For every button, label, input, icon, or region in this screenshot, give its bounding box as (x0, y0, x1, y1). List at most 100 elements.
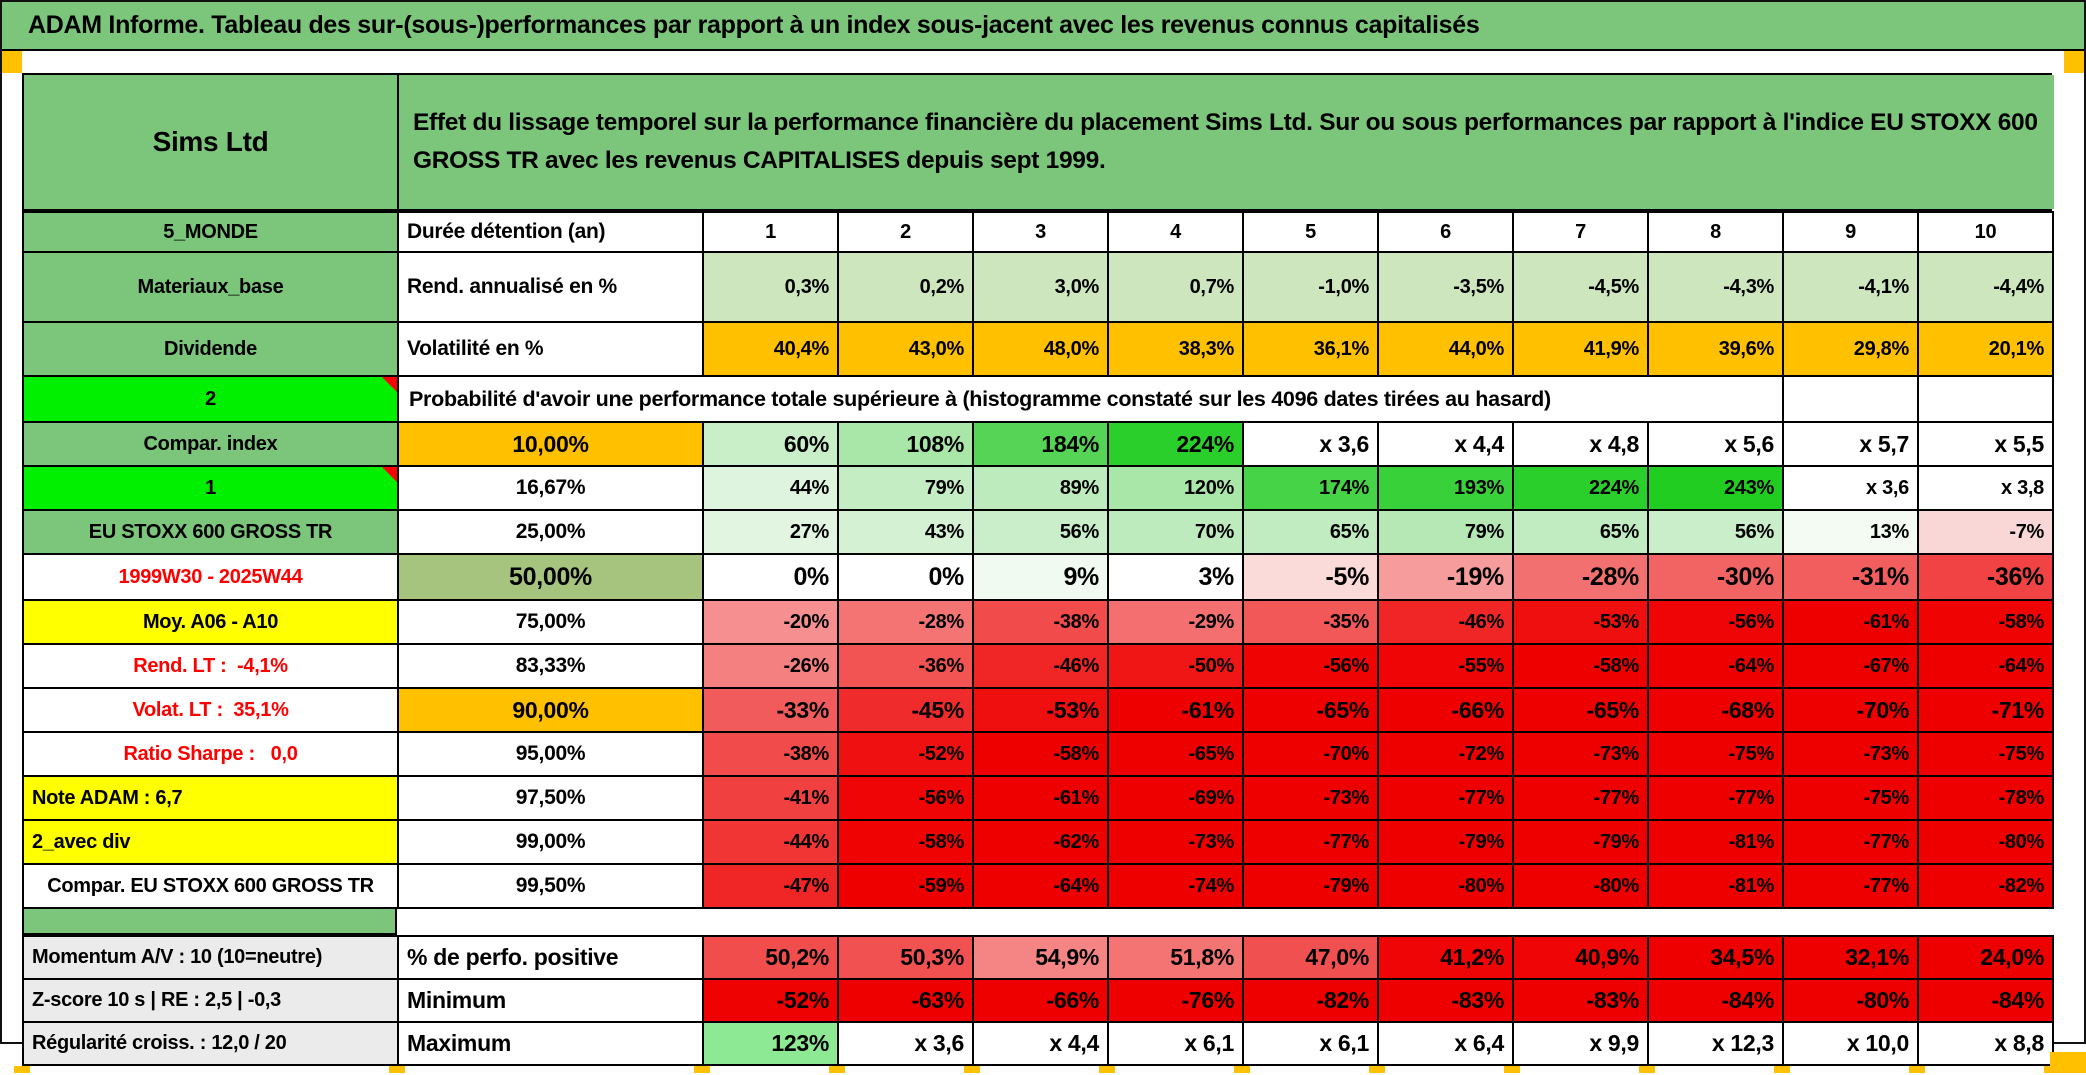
cell-volatility-col9[interactable]: 29,8% (1782, 321, 1919, 377)
cell-percentile-975-col6[interactable]: -77% (1377, 775, 1514, 821)
cell-duration-header-col1[interactable]: 1 (702, 211, 839, 253)
cell-percentile-25-col7[interactable]: 65% (1512, 509, 1649, 555)
cell-percentile-8333-col2[interactable]: -36% (837, 643, 974, 689)
cell-percentile-50-col3[interactable]: 9% (972, 553, 1109, 601)
row-sublabel-minimum[interactable]: Minimum (397, 978, 704, 1023)
row-label-percentile-995[interactable]: Compar. EU STOXX 600 GROSS TR (22, 863, 399, 909)
cell-percentile-995-col8[interactable]: -81% (1647, 863, 1784, 909)
cell-percentile-75-col10[interactable]: -58% (1917, 599, 2054, 645)
cell-percentile-50-col1[interactable]: 0% (702, 553, 839, 601)
cell-percentile-50-col9[interactable]: -31% (1782, 553, 1919, 601)
cell-empty[interactable] (1782, 375, 1919, 423)
row-label-percentile-50[interactable]: 1999W30 - 2025W44 (22, 553, 399, 601)
cell-percentile-75-col2[interactable]: -28% (837, 599, 974, 645)
cell-percentile-995-col1[interactable]: -47% (702, 863, 839, 909)
cell-percentile-1667-col7[interactable]: 224% (1512, 465, 1649, 511)
cell-percentile-975-col5[interactable]: -73% (1242, 775, 1379, 821)
cell-percentile-95-col3[interactable]: -58% (972, 731, 1109, 777)
cell-percentile-10-col8[interactable]: x 5,6 (1647, 421, 1784, 467)
cell-percentile-995-col10[interactable]: -82% (1917, 863, 2054, 909)
cell-percentile-8333-col6[interactable]: -55% (1377, 643, 1514, 689)
row-label-percentile-8333[interactable]: Rend. LT : -4,1% (22, 643, 399, 689)
cell-positive-perf-col7[interactable]: 40,9% (1512, 935, 1649, 980)
cell-percentile-8333-col7[interactable]: -58% (1512, 643, 1649, 689)
cell-positive-perf-col6[interactable]: 41,2% (1377, 935, 1514, 980)
cell-volatility-col1[interactable]: 40,4% (702, 321, 839, 377)
cell-duration-header-col2[interactable]: 2 (837, 211, 974, 253)
cell-percentile-25-col4[interactable]: 70% (1107, 509, 1244, 555)
cell-annualized-return-col7[interactable]: -4,5% (1512, 251, 1649, 323)
cell-percentile-99-col1[interactable]: -44% (702, 819, 839, 865)
row-sublabel-percentile-995[interactable]: 99,50% (397, 863, 704, 909)
cell-percentile-99-col6[interactable]: -79% (1377, 819, 1514, 865)
row-sublabel-percentile-975[interactable]: 97,50% (397, 775, 704, 821)
cell-percentile-95-col6[interactable]: -72% (1377, 731, 1514, 777)
cell-percentile-50-col2[interactable]: 0% (837, 553, 974, 601)
cell-percentile-10-col4[interactable]: 224% (1107, 421, 1244, 467)
cell-positive-perf-col8[interactable]: 34,5% (1647, 935, 1784, 980)
cell-percentile-90-col1[interactable]: -33% (702, 687, 839, 733)
cell-percentile-8333-col9[interactable]: -67% (1782, 643, 1919, 689)
row-label-percentile-10[interactable]: Compar. index (22, 421, 399, 467)
cell-percentile-25-col3[interactable]: 56% (972, 509, 1109, 555)
cell-percentile-1667-col2[interactable]: 79% (837, 465, 974, 511)
cell-percentile-50-col6[interactable]: -19% (1377, 553, 1514, 601)
cell-duration-header-col9[interactable]: 9 (1782, 211, 1919, 253)
row-label-volatility[interactable]: Dividende (22, 321, 399, 377)
cell-percentile-25-col10[interactable]: -7% (1917, 509, 2054, 555)
cell-percentile-95-col5[interactable]: -70% (1242, 731, 1379, 777)
cell-duration-header-col4[interactable]: 4 (1107, 211, 1244, 253)
cell-percentile-10-col1[interactable]: 60% (702, 421, 839, 467)
cell-annualized-return-col8[interactable]: -4,3% (1647, 251, 1784, 323)
cell-percentile-75-col3[interactable]: -38% (972, 599, 1109, 645)
cell-volatility-col6[interactable]: 44,0% (1377, 321, 1514, 377)
cell-volatility-col7[interactable]: 41,9% (1512, 321, 1649, 377)
separator-green-cell[interactable] (22, 909, 397, 935)
row-sublabel-percentile-75[interactable]: 75,00% (397, 599, 704, 645)
cell-positive-perf-col9[interactable]: 32,1% (1782, 935, 1919, 980)
cell-annualized-return-col5[interactable]: -1,0% (1242, 251, 1379, 323)
cell-percentile-50-col5[interactable]: -5% (1242, 553, 1379, 601)
cell-percentile-8333-col5[interactable]: -56% (1242, 643, 1379, 689)
cell-percentile-50-col10[interactable]: -36% (1917, 553, 2054, 601)
row-sublabel-percentile-25[interactable]: 25,00% (397, 509, 704, 555)
cell-minimum-col10[interactable]: -84% (1917, 978, 2054, 1023)
cell-minimum-col9[interactable]: -80% (1782, 978, 1919, 1023)
cell-percentile-75-col4[interactable]: -29% (1107, 599, 1244, 645)
row-sublabel-percentile-99[interactable]: 99,00% (397, 819, 704, 865)
cell-annualized-return-col4[interactable]: 0,7% (1107, 251, 1244, 323)
cell-duration-header-col8[interactable]: 8 (1647, 211, 1784, 253)
cell-percentile-10-col10[interactable]: x 5,5 (1917, 421, 2054, 467)
cell-percentile-995-col3[interactable]: -64% (972, 863, 1109, 909)
cell-percentile-1667-col1[interactable]: 44% (702, 465, 839, 511)
cell-volatility-col3[interactable]: 48,0% (972, 321, 1109, 377)
cell-percentile-1667-col9[interactable]: x 3,6 (1782, 465, 1919, 511)
cell-percentile-95-col9[interactable]: -73% (1782, 731, 1919, 777)
cell-empty[interactable] (1917, 375, 2054, 423)
cell-percentile-90-col9[interactable]: -70% (1782, 687, 1919, 733)
cell-percentile-975-col2[interactable]: -56% (837, 775, 974, 821)
cell-percentile-10-col3[interactable]: 184% (972, 421, 1109, 467)
cell-percentile-25-col1[interactable]: 27% (702, 509, 839, 555)
cell-percentile-99-col8[interactable]: -81% (1647, 819, 1784, 865)
cell-percentile-10-col2[interactable]: 108% (837, 421, 974, 467)
cell-percentile-95-col4[interactable]: -65% (1107, 731, 1244, 777)
cell-percentile-995-col7[interactable]: -80% (1512, 863, 1649, 909)
row-label-annualized-return[interactable]: Materiaux_base (22, 251, 399, 323)
cell-percentile-8333-col8[interactable]: -64% (1647, 643, 1784, 689)
cell-percentile-50-col4[interactable]: 3% (1107, 553, 1244, 601)
row-label-probability-note[interactable]: 2 (22, 375, 399, 423)
cell-percentile-50-col7[interactable]: -28% (1512, 553, 1649, 601)
cell-minimum-col1[interactable]: -52% (702, 978, 839, 1023)
cell-percentile-95-col2[interactable]: -52% (837, 731, 974, 777)
cell-percentile-10-col9[interactable]: x 5,7 (1782, 421, 1919, 467)
cell-minimum-col2[interactable]: -63% (837, 978, 974, 1023)
cell-minimum-col7[interactable]: -83% (1512, 978, 1649, 1023)
cell-positive-perf-col5[interactable]: 47,0% (1242, 935, 1379, 980)
cell-percentile-99-col4[interactable]: -73% (1107, 819, 1244, 865)
row-label-percentile-1667[interactable]: 1 (22, 465, 399, 511)
cell-percentile-90-col8[interactable]: -68% (1647, 687, 1784, 733)
row-sublabel-percentile-1667[interactable]: 16,67% (397, 465, 704, 511)
row-label-percentile-99[interactable]: 2_avec div (22, 819, 399, 865)
cell-positive-perf-col2[interactable]: 50,3% (837, 935, 974, 980)
